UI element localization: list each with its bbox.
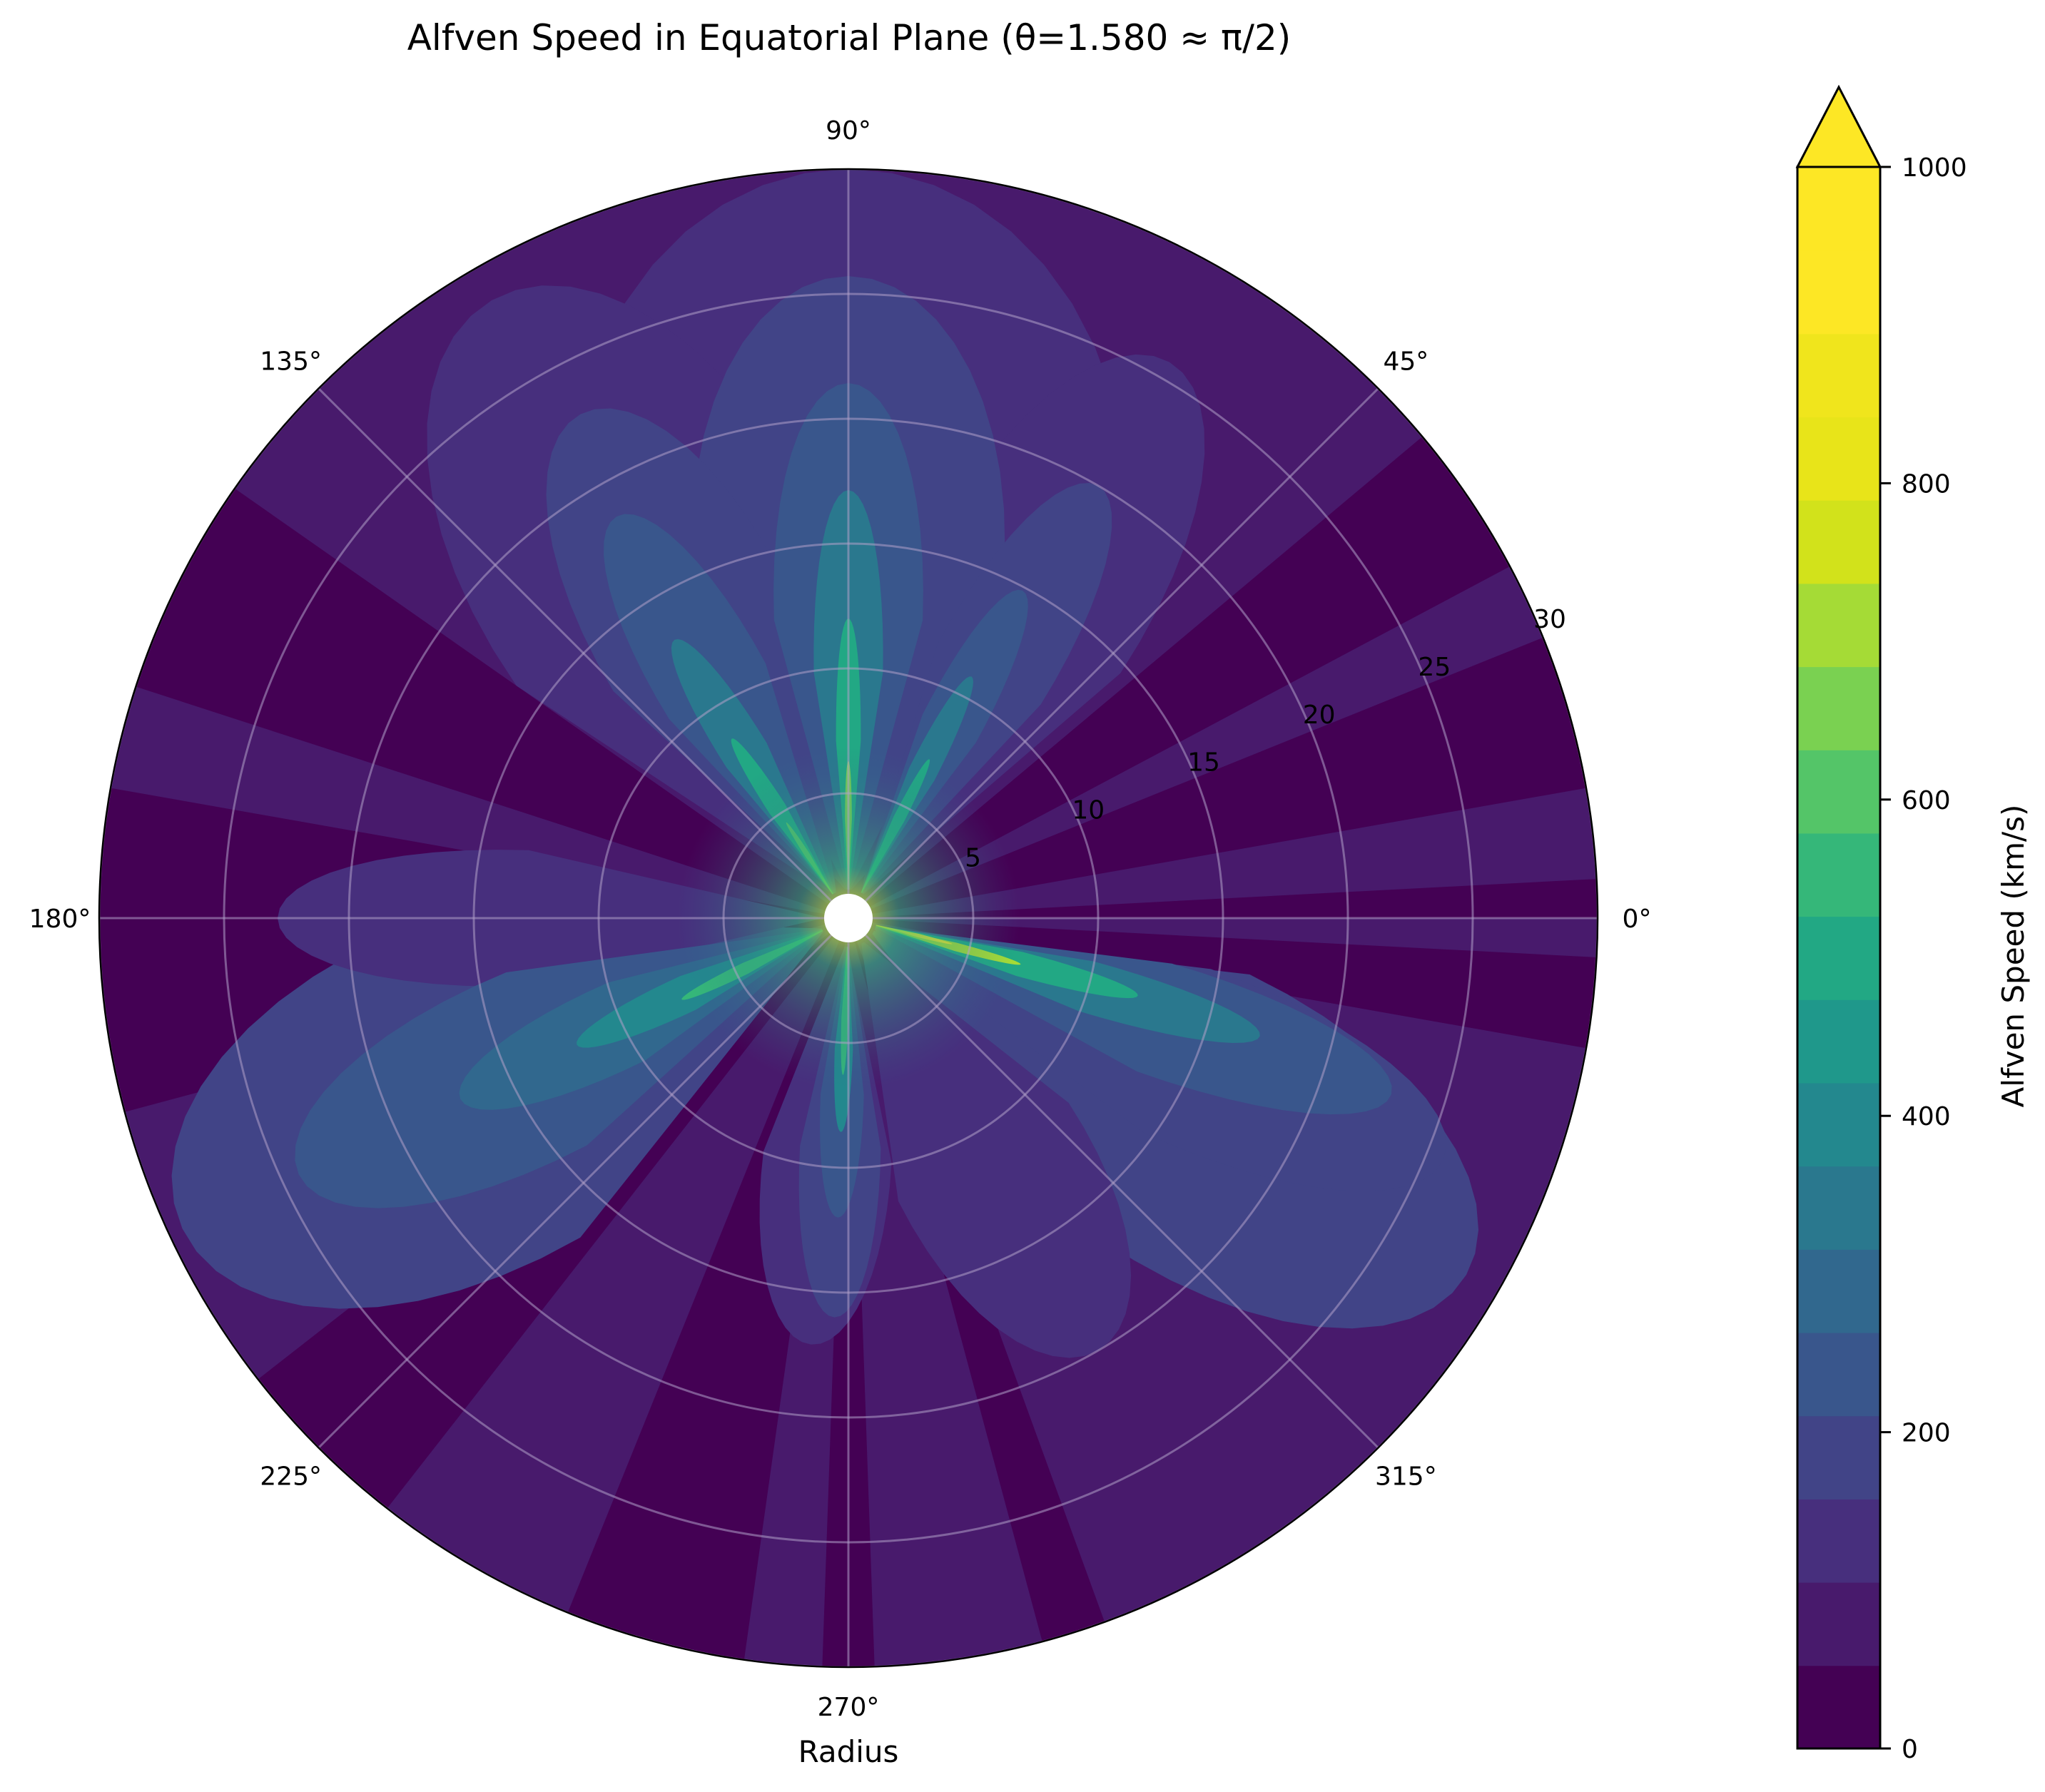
colorbar-tick-label: 400	[1902, 1102, 1951, 1131]
colorbar-band	[1797, 1582, 1880, 1666]
angular-tick-label: 270°	[818, 1693, 880, 1722]
angular-tick-label: 315°	[1375, 1462, 1437, 1491]
colorbar-band	[1797, 1415, 1880, 1500]
colorbar-band	[1797, 417, 1880, 501]
angular-tick-label: 180°	[29, 905, 91, 934]
colorbar-frame	[1796, 166, 1882, 1750]
angular-tick-label: 0°	[1623, 905, 1652, 934]
angular-tick-label: 45°	[1383, 347, 1429, 377]
contour-region	[848, 878, 1598, 918]
colorbar-band	[1797, 1665, 1880, 1749]
polar-frame	[98, 168, 1599, 1669]
colorbar-ticks: 0 200 400 600 800 1000	[1880, 153, 1967, 1764]
angular-gridline	[847, 387, 1379, 920]
colorbar-extend-arrow	[1795, 84, 1882, 168]
colorbar-band	[1797, 999, 1880, 1084]
colorbar-label: Alfven Speed (km/s)	[1996, 805, 2031, 1108]
colorbar-band	[1797, 916, 1880, 1000]
colorbar-tick-label: 0	[1902, 1735, 1918, 1764]
radial-tick-label: 5	[965, 844, 981, 873]
colorbar-band	[1797, 333, 1880, 418]
angular-gridline	[318, 917, 850, 1449]
colorbar-tick-label: 800	[1902, 469, 1951, 499]
radial-tick-label: 15	[1187, 748, 1220, 778]
polar-grid	[99, 169, 1598, 1667]
x-axis-label: Radius	[798, 1734, 899, 1769]
inner-hole	[824, 894, 873, 942]
colorbar-band	[1797, 250, 1880, 335]
radial-tick-label: 10	[1072, 796, 1105, 825]
radial-tick-label: 30	[1533, 605, 1566, 634]
colorbar-tick-label: 200	[1902, 1419, 1951, 1448]
angular-tick-label: 225°	[260, 1462, 322, 1491]
radial-tick-labels: 5 10 15 20 25 30	[965, 605, 1566, 873]
chart-title: Alfven Speed in Equatorial Plane (θ=1.58…	[407, 17, 1292, 58]
colorbar-band	[1797, 1498, 1880, 1583]
colorbar-band	[1797, 1332, 1880, 1417]
colorbar-band	[1797, 749, 1880, 834]
angular-gridline	[847, 917, 1379, 1449]
colorbar-band	[1797, 1082, 1880, 1167]
colorbar-band	[1797, 1166, 1880, 1250]
angular-tick-label: 90°	[826, 116, 871, 146]
colorbar-bands	[1797, 167, 1880, 1749]
contour-region	[122, 480, 849, 918]
angular-tick-labels: 0° 45° 90° 135° 180° 225° 270° 315°	[29, 116, 1652, 1722]
radial-tick-label: 20	[1303, 701, 1336, 730]
angular-gridline	[318, 387, 850, 920]
colorbar: 0 200 400 600 800 1000 Alfven Speed (km/s)	[1795, 84, 2031, 1764]
colorbar-band	[1797, 1248, 1880, 1333]
colorbar-band	[1797, 499, 1880, 584]
contour-region	[848, 632, 1598, 918]
colorbar-tick-label: 1000	[1902, 153, 1967, 183]
polar-axes: 0° 45° 90° 135° 180° 225° 270° 315° 5 10 15 20 25 30	[29, 116, 1652, 1722]
colorbar-band	[1797, 833, 1880, 917]
contour-region	[562, 918, 848, 1667]
angular-tick-label: 135°	[260, 347, 322, 377]
radial-tick-label: 25	[1418, 653, 1451, 682]
colorbar-band	[1797, 583, 1880, 668]
colorbar-band	[1797, 167, 1880, 251]
colorbar-band	[1797, 666, 1880, 750]
colorbar-tick-label: 600	[1902, 786, 1951, 815]
